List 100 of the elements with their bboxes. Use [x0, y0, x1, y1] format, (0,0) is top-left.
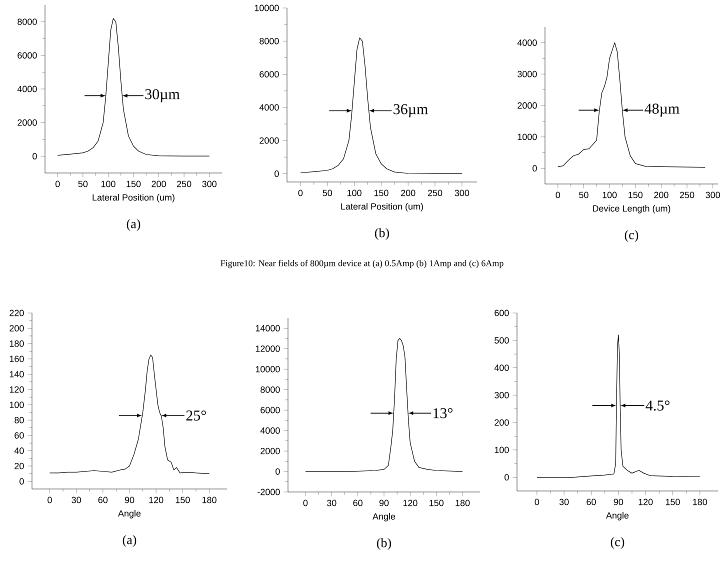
y-tick-label: 0	[504, 474, 509, 480]
y-tick-label: -2000	[258, 488, 280, 496]
y-tick-label: 2000	[260, 137, 279, 144]
x-tick-label: 0	[48, 496, 52, 504]
x-tick-label: 150	[374, 190, 388, 196]
text: (a)	[122, 535, 136, 547]
x-tick-label: 0	[556, 192, 560, 198]
y-tick-label: 14000	[256, 325, 280, 332]
y-tick-label: 0	[532, 165, 537, 172]
x-tick-label: 150	[176, 496, 190, 504]
y-tick-label: 10000	[256, 366, 280, 372]
y-tick-label: 40	[14, 448, 24, 454]
y-tick-label: 12000	[256, 346, 280, 352]
y-tick-label: 60	[14, 432, 24, 439]
x-tick-label: 50	[579, 192, 588, 198]
x-tick-label: 300	[202, 180, 217, 188]
y-tick-label: 0	[20, 478, 24, 485]
y-tick-label: 2000	[518, 102, 537, 109]
y-tick-label: 2000	[18, 119, 37, 126]
y-tick-label: 120	[10, 386, 24, 393]
x-tick-label: 0	[298, 190, 303, 196]
x-tick-label: 300	[454, 190, 470, 196]
x-tick-label: 120	[403, 500, 418, 506]
line-series	[536, 334, 700, 478]
x-axis-title: Lateral Position (um)	[92, 194, 174, 202]
x-tick-label: 250	[177, 180, 192, 188]
x-tick-label: 100	[347, 190, 362, 196]
text: (a)	[126, 219, 140, 231]
x-tick-label: 120	[638, 498, 653, 506]
annotation: 25°	[186, 410, 206, 421]
line-series	[300, 38, 462, 174]
x-tick-label: 150	[628, 192, 643, 198]
x-axis-title: Device Length (um)	[592, 205, 670, 214]
x-tick-label: 60	[353, 500, 362, 506]
x-tick-label: 0	[55, 180, 60, 188]
y-tick-label: 0	[274, 170, 279, 177]
y-tick-label: 500	[494, 337, 509, 344]
annotation: 13°	[434, 408, 453, 418]
y-tick-label: 8000	[18, 18, 37, 25]
y-tick-label: 300	[494, 392, 509, 398]
x-tick-label: 0	[303, 500, 308, 506]
line-series	[305, 338, 463, 472]
x-tick-label: 180	[202, 496, 216, 504]
x-tick-label: 200	[401, 190, 416, 196]
x-tick-label: 180	[693, 498, 708, 506]
x-tick-label: 60	[98, 496, 108, 504]
y-tick-label: 600	[494, 310, 509, 316]
annotation: 48µm	[644, 104, 680, 117]
y-tick-label: 180	[10, 340, 24, 347]
y-tick-label: 4000	[517, 40, 537, 46]
x-tick-label: 100	[602, 192, 617, 198]
x-tick-label: 90	[379, 500, 389, 506]
line-series	[558, 42, 706, 168]
y-tick-label: 80	[14, 416, 24, 424]
y-tick-label: 220	[10, 310, 24, 316]
x-tick-label: 30	[326, 500, 336, 506]
y-tick-label: 1000	[518, 134, 537, 140]
text: (b)	[374, 228, 390, 240]
annotation: 36µm	[394, 104, 428, 118]
y-tick-label: 4000	[17, 86, 37, 92]
x-tick-label: 250	[428, 190, 442, 196]
y-tick-label: 4000	[259, 104, 279, 111]
y-tick-label: 6000	[260, 71, 279, 78]
annotation: 4.5°	[646, 400, 670, 411]
y-tick-label: 20	[14, 462, 24, 470]
annotation: 30µm	[145, 89, 180, 102]
x-tick-label: 150	[126, 180, 141, 188]
x-tick-label: 100	[101, 180, 116, 188]
x-tick-label: 50	[322, 190, 332, 196]
x-tick-label: 30	[72, 496, 81, 504]
x-tick-label: 200	[654, 192, 668, 198]
x-axis-title: Angle	[372, 513, 396, 522]
text: (c)	[610, 537, 624, 549]
x-tick-label: 30	[559, 498, 569, 506]
y-tick-label: 3000	[518, 70, 537, 78]
y-tick-label: 8000	[260, 38, 279, 44]
x-tick-label: 90	[614, 498, 624, 506]
y-tick-label: 400	[494, 364, 509, 371]
y-tick-label: 4000	[260, 427, 280, 434]
y-tick-label: 6000	[260, 406, 280, 414]
x-tick-label: 250	[680, 192, 694, 198]
y-tick-label: 140	[10, 371, 24, 378]
y-tick-label: 200	[10, 325, 24, 332]
y-tick-label: 2000	[260, 448, 280, 454]
x-tick-label: 150	[430, 500, 444, 506]
x-tick-label: 50	[78, 180, 88, 188]
x-tick-label: 60	[586, 498, 596, 506]
caption: Figure10: Near fields of 800µm device at (a) 0.5Amp (b) 1Amp and (c) 6Amp	[220, 260, 504, 268]
line-series	[57, 18, 210, 156]
text: (c)	[624, 230, 638, 242]
x-axis-title: Angle	[118, 510, 141, 518]
y-tick-label: 0	[276, 468, 280, 475]
y-tick-label: 8000	[260, 386, 280, 393]
x-tick-label: 120	[149, 496, 164, 504]
y-tick-label: 160	[10, 356, 24, 362]
y-tick-label: 100	[10, 402, 24, 408]
x-tick-label: 90	[124, 496, 134, 504]
text: (b)	[376, 538, 392, 550]
x-tick-label: 150	[666, 498, 680, 506]
x-axis-title: Lateral Position (um)	[341, 203, 423, 212]
